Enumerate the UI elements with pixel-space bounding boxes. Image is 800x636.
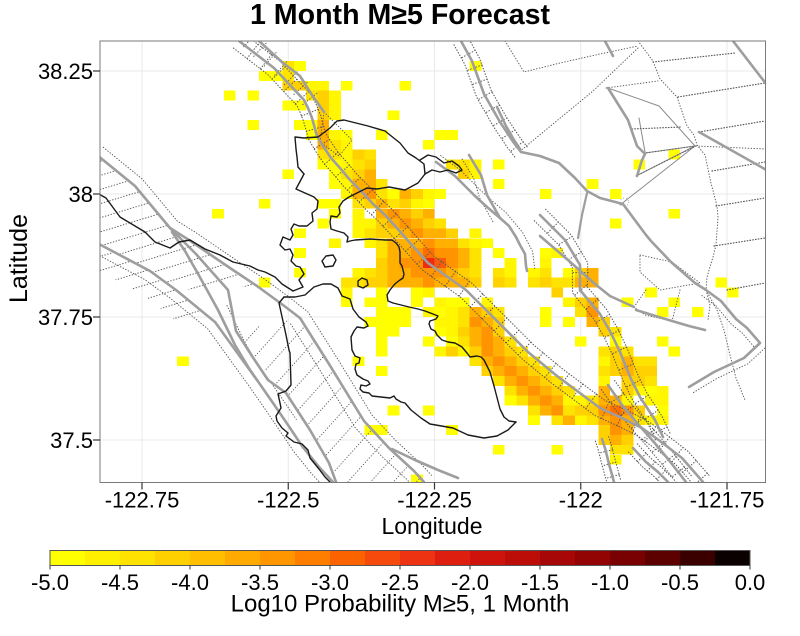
svg-text:0.0: 0.0 [735,570,766,595]
svg-text:-1.0: -1.0 [591,570,629,595]
svg-text:1 Month M≥5 Forecast: 1 Month M≥5 Forecast [250,0,551,31]
svg-text:-2.0: -2.0 [451,570,489,595]
svg-text:-122.75: -122.75 [105,488,180,513]
svg-text:-3.5: -3.5 [241,570,279,595]
svg-text:38.25: 38.25 [38,59,93,84]
svg-text:37.75: 37.75 [38,305,93,330]
svg-text:-122.5: -122.5 [257,488,319,513]
svg-text:37.5: 37.5 [50,428,93,453]
svg-text:Latitude: Latitude [5,214,33,303]
svg-text:Longitude: Longitude [381,513,482,539]
svg-text:38: 38 [69,182,93,207]
svg-text:-2.5: -2.5 [381,570,419,595]
svg-text:-4.5: -4.5 [101,570,139,595]
svg-text:-1.5: -1.5 [521,570,559,595]
svg-text:-3.0: -3.0 [311,570,349,595]
svg-text:-0.5: -0.5 [661,570,699,595]
svg-text:-122.25: -122.25 [397,488,472,513]
svg-text:-122: -122 [559,488,603,513]
svg-text:-121.75: -121.75 [690,488,765,513]
svg-text:Log10 Probability M≥5, 1 Month: Log10 Probability M≥5, 1 Month [231,591,570,618]
svg-text:-4.0: -4.0 [171,570,209,595]
svg-text:-5.0: -5.0 [31,570,69,595]
